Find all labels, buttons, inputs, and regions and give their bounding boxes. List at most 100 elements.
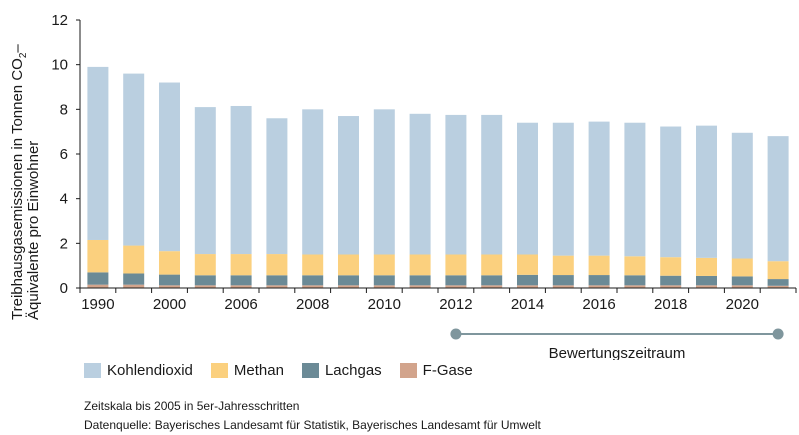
bar-segment-kohlendioxid-2006 [230,105,252,255]
bar-segment-lachgas-2007 [266,275,288,286]
x-tick-label: 2020 [726,296,759,313]
y-axis-label-dash: – [9,44,26,53]
evaluation-period-annotation: Bewertungszeitraum [450,328,784,360]
x-tick-label: 2008 [296,296,329,313]
bar-segment-lachgas-2010 [373,275,395,286]
legend-label: F-Gase [422,362,473,379]
legend-label: Methan [233,362,284,379]
bar-segment-kohlendioxid-2007 [266,118,288,255]
bar-segment-kohlendioxid-2009 [338,116,359,255]
bar-segment-kohlendioxid-2018 [660,126,682,258]
bar-segment-kohlendioxid-2014 [517,122,538,255]
bar-segment-lachgas-2000 [159,274,180,286]
bar-segment-methan-2007 [266,254,288,276]
bar-segment-f-gase-2009 [338,285,359,288]
bar-segment-kohlendioxid-2020 [731,132,753,259]
evaluation-period-start-dot [450,328,462,340]
legend-label: Kohlendioxid [107,362,193,379]
bar-segment-f-gase-2010 [373,285,395,288]
bar-segment-methan-2016 [588,255,610,276]
bar-segment-f-gase-2000 [159,285,180,288]
bar-segment-f-gase-2005 [194,285,216,288]
legend-swatch [301,363,319,378]
bar-segment-f-gase-2016 [588,285,610,288]
legend-swatch [399,363,417,378]
bar-segment-methan-2017 [624,256,646,276]
y-tick-label: 12 [51,12,68,29]
bar-segment-f-gase-2012 [445,285,467,288]
bar-segment-methan-2009 [338,254,359,276]
bar-segment-methan-2014 [517,254,538,275]
bar-segment-lachgas-2017 [624,275,646,286]
bar-segment-lachgas-1990 [87,272,109,285]
legend-item-kohlendioxid: Kohlendioxid [84,362,193,379]
x-tick-label: 2000 [153,296,186,313]
bar-segment-kohlendioxid-2021 [767,136,789,262]
bar-segment-kohlendioxid-2012 [445,114,467,255]
bar-segment-lachgas-2005 [194,275,216,286]
bar-segment-methan-2008 [302,254,324,276]
bar-segment-kohlendioxid-2017 [624,122,646,257]
y-axis-label-line2: Äquivalente pro Einwohner [25,141,42,320]
legend-item-methan: Methan [210,362,284,379]
footnotes: Zeitskala bis 2005 in 5er-Jahresschritte… [84,397,541,435]
timescale-note: Zeitskala bis 2005 in 5er-Jahresschritte… [84,399,300,413]
legend: Kohlendioxid Methan Lachgas F-Gase [84,362,491,379]
bar-segment-methan-2012 [445,254,467,276]
bar-segment-methan-2013 [481,254,503,276]
bar-segment-kohlendioxid-2008 [302,109,324,255]
bar-segment-f-gase-2008 [302,285,324,288]
bar-segment-f-gase-2019 [696,285,717,288]
bar-segment-lachgas-2019 [696,275,717,286]
bar-segment-f-gase-2021 [767,285,789,288]
bar-segment-methan-2011 [409,254,431,276]
bar-segment-methan-2010 [373,254,395,276]
bar-segment-methan-2006 [230,254,252,276]
bars-group [87,66,789,288]
svg-text:Treibhausgasemissionen in Tonn: Treibhausgasemissionen in Tonnen CO2– [9,44,29,320]
bar-segment-methan-1995 [123,245,145,274]
bar-segment-methan-2021 [767,261,789,280]
data-source-note: Datenquelle: Bayerisches Landesamt für S… [84,418,541,432]
bar-segment-f-gase-2018 [660,285,682,288]
y-tick-label: 4 [60,191,68,208]
bar-segment-methan-2005 [194,254,216,276]
bar-segment-lachgas-2015 [552,275,574,286]
x-tick-label: 2018 [654,296,687,313]
bar-segment-lachgas-2009 [338,275,359,286]
bar-segment-lachgas-2013 [481,275,503,286]
evaluation-period-end-dot [772,328,784,340]
bar-segment-f-gase-2017 [624,285,646,288]
bar-segment-lachgas-2016 [588,275,610,286]
bar-segment-f-gase-2015 [552,285,574,288]
evaluation-period-label: Bewertungszeitraum [549,345,686,360]
legend-item-f-gase: F-Gase [399,362,473,379]
bar-segment-kohlendioxid-2016 [588,121,610,256]
bar-segment-lachgas-2014 [517,274,538,286]
bar-segment-f-gase-2007 [266,285,288,288]
bar-segment-f-gase-1990 [87,284,109,288]
bar-segment-f-gase-2006 [230,285,252,288]
bar-segment-kohlendioxid-2013 [481,114,503,255]
bar-segment-f-gase-2014 [517,285,538,288]
bar-segment-kohlendioxid-2015 [552,122,574,256]
bar-segment-kohlendioxid-1995 [123,73,145,246]
x-tick-label: 1990 [81,296,114,313]
legend-label: Lachgas [324,362,382,379]
x-tick-label: 2010 [368,296,401,313]
legend-swatch [210,363,228,378]
x-tick-label: 2012 [439,296,472,313]
bar-segment-lachgas-2021 [767,279,789,286]
x-tick-label: 2014 [511,296,544,313]
bar-segment-f-gase-2020 [731,285,753,288]
bar-segment-f-gase-2013 [481,285,503,288]
y-tick-label: 8 [60,101,68,118]
bar-segment-methan-1990 [87,239,109,273]
bar-segment-kohlendioxid-2011 [409,113,431,255]
bar-segment-lachgas-2011 [409,275,431,286]
emissions-chart: Treibhausgasemissionen in Tonnen CO2– Äq… [9,12,797,360]
legend-swatch [84,363,101,378]
y-axis-label-line1: Treibhausgasemissionen in Tonnen CO [9,58,26,320]
y-tick-label: 0 [60,280,68,297]
bar-segment-kohlendioxid-1990 [87,66,109,240]
